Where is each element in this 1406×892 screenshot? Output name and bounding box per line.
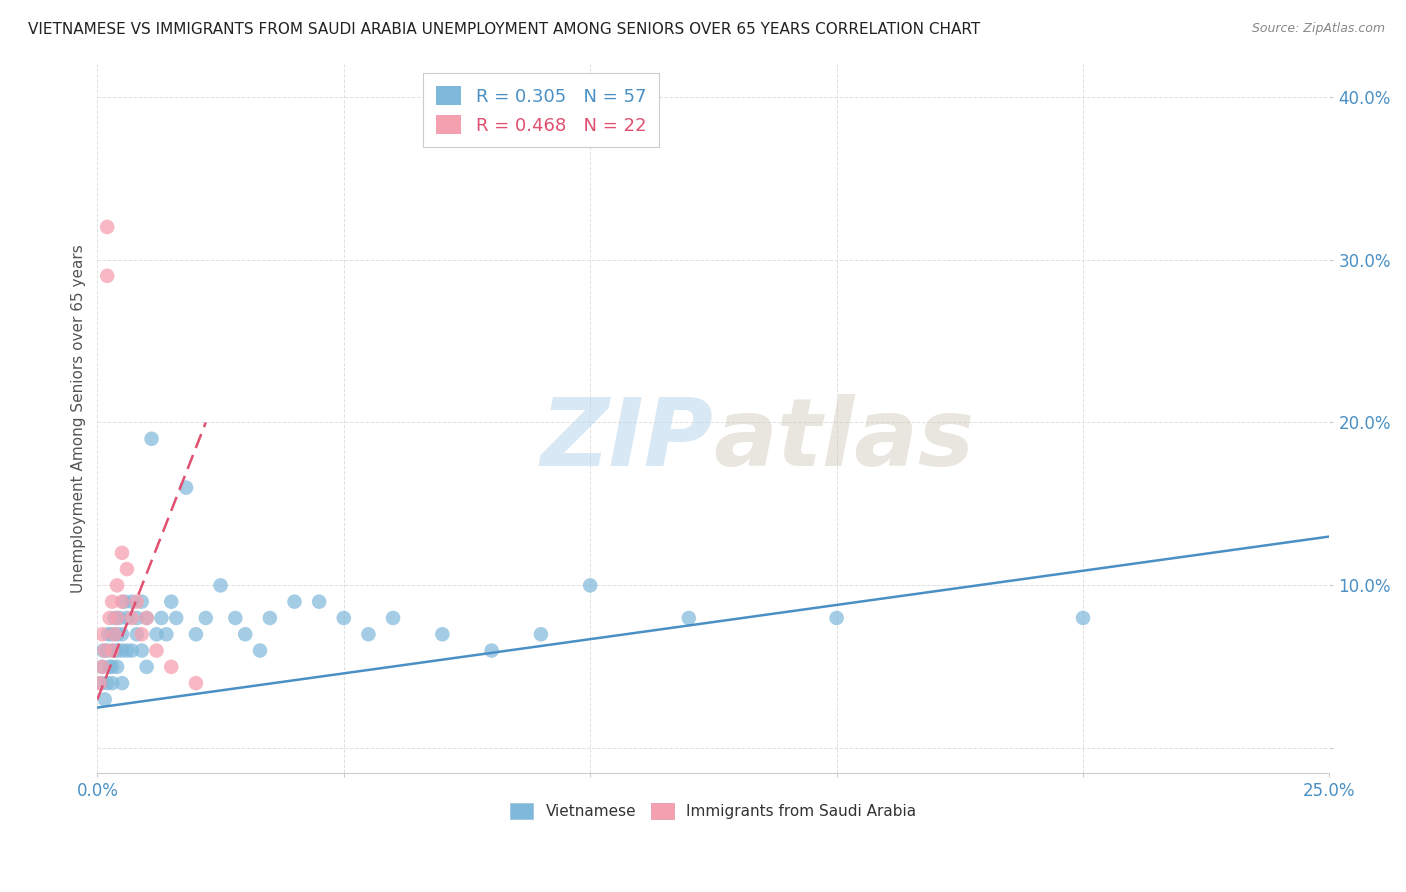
Point: [382, 611, 405, 625]
Point: [135, 660, 157, 674]
Point: [101, 627, 124, 641]
Point: [160, 660, 183, 674]
Point: [98, 660, 121, 674]
Point: [101, 643, 124, 657]
Point: [135, 611, 157, 625]
Point: [131, 627, 153, 641]
Point: [111, 595, 134, 609]
Point: [184, 676, 207, 690]
Point: [105, 578, 128, 592]
Point: [194, 611, 217, 625]
Point: [105, 643, 128, 657]
Point: [131, 595, 153, 609]
Point: [96, 676, 118, 690]
Point: [481, 643, 503, 657]
Point: [165, 611, 187, 625]
Point: [111, 676, 134, 690]
Point: [530, 627, 553, 641]
Point: [121, 611, 143, 625]
Point: [96, 268, 118, 283]
Point: [121, 643, 143, 657]
Point: [98, 611, 121, 625]
Point: [135, 611, 157, 625]
Y-axis label: Unemployment Among Seniors over 65 years: Unemployment Among Seniors over 65 years: [72, 244, 86, 593]
Point: [160, 595, 183, 609]
Point: [150, 611, 173, 625]
Text: Source: ZipAtlas.com: Source: ZipAtlas.com: [1251, 22, 1385, 36]
Point: [174, 481, 197, 495]
Point: [259, 611, 281, 625]
Point: [115, 643, 138, 657]
Point: [105, 660, 128, 674]
Point: [90, 676, 112, 690]
Point: [101, 643, 124, 657]
Point: [96, 219, 118, 234]
Point: [224, 611, 246, 625]
Point: [91, 627, 114, 641]
Point: [155, 627, 177, 641]
Point: [104, 611, 127, 625]
Point: [93, 643, 115, 657]
Point: [111, 627, 134, 641]
Point: [93, 692, 115, 706]
Point: [333, 611, 356, 625]
Point: [184, 627, 207, 641]
Point: [283, 595, 305, 609]
Legend: Vietnamese, Immigrants from Saudi Arabia: Vietnamese, Immigrants from Saudi Arabia: [505, 797, 922, 825]
Point: [101, 595, 124, 609]
Point: [114, 595, 136, 609]
Point: [579, 578, 602, 592]
Text: atlas: atlas: [713, 393, 974, 485]
Point: [111, 643, 134, 657]
Point: [111, 546, 134, 560]
Point: [131, 643, 153, 657]
Point: [105, 611, 128, 625]
Point: [91, 643, 114, 657]
Point: [115, 611, 138, 625]
Point: [432, 627, 454, 641]
Point: [89, 676, 111, 690]
Point: [145, 643, 167, 657]
Point: [141, 432, 163, 446]
Point: [115, 562, 138, 576]
Point: [233, 627, 256, 641]
Point: [249, 643, 271, 657]
Point: [108, 611, 131, 625]
Point: [125, 627, 148, 641]
Text: VIETNAMESE VS IMMIGRANTS FROM SAUDI ARABIA UNEMPLOYMENT AMONG SENIORS OVER 65 YE: VIETNAMESE VS IMMIGRANTS FROM SAUDI ARAB…: [28, 22, 980, 37]
Point: [357, 627, 380, 641]
Point: [825, 611, 848, 625]
Point: [125, 611, 148, 625]
Point: [97, 627, 120, 641]
Point: [96, 643, 118, 657]
Point: [91, 660, 114, 674]
Point: [209, 578, 232, 592]
Point: [91, 660, 114, 674]
Point: [678, 611, 700, 625]
Point: [121, 595, 143, 609]
Point: [105, 627, 128, 641]
Point: [101, 660, 124, 674]
Point: [104, 627, 127, 641]
Point: [308, 595, 330, 609]
Point: [101, 676, 124, 690]
Point: [145, 627, 167, 641]
Point: [1071, 611, 1094, 625]
Text: ZIP: ZIP: [540, 393, 713, 485]
Point: [125, 595, 148, 609]
